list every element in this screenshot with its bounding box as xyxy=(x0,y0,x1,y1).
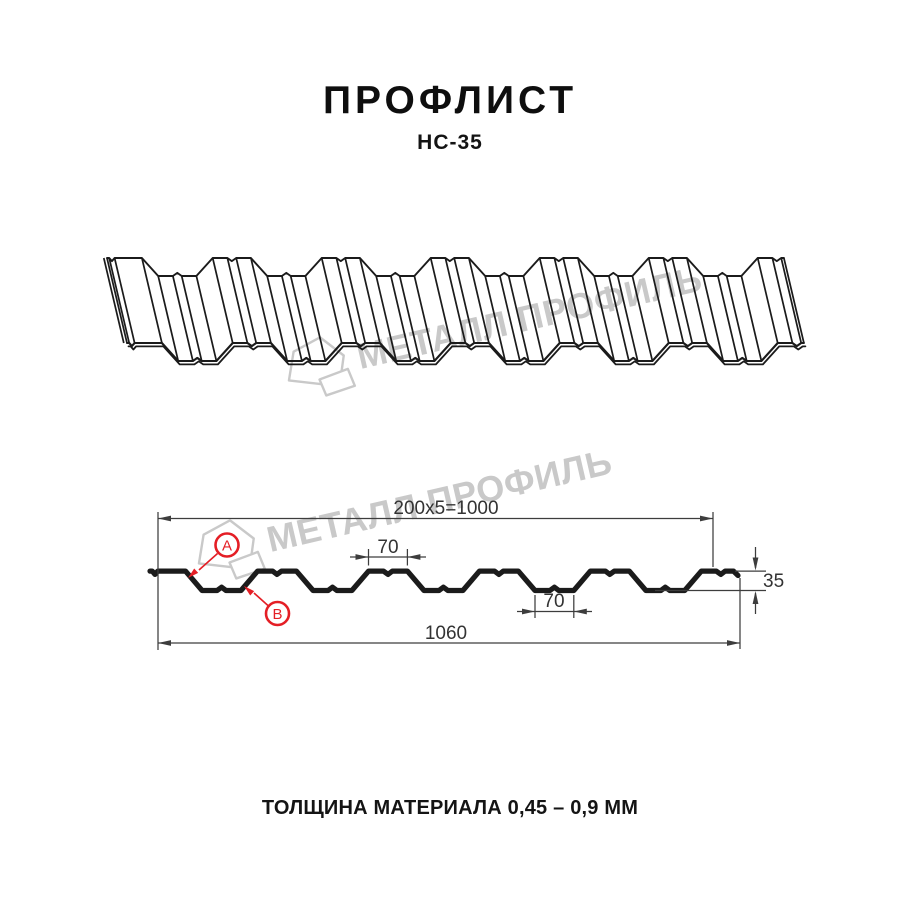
profile-code: НС-35 xyxy=(417,131,483,154)
callout-a-circle xyxy=(214,532,240,558)
dim-valley-width-label: 70 xyxy=(543,591,564,612)
dim-height-label: 35 xyxy=(763,571,784,592)
dim-overall-width-label: 1060 xyxy=(425,623,467,644)
thickness-note: ТОЛЩИНА МАТЕРИАЛА 0,45 – 0,9 ММ xyxy=(262,797,638,819)
arrowhead-icon xyxy=(244,586,255,596)
callout-b-circle xyxy=(264,600,291,627)
metall-profil-logo-fold-icon xyxy=(318,367,357,397)
dim-crest-width-label: 70 xyxy=(377,537,398,558)
dim-pitch-label: 200x5=1000 xyxy=(393,498,498,519)
page-title: ПРОФЛИСТ xyxy=(323,79,577,122)
callout-a-label: А xyxy=(222,538,232,555)
profile-sheet-3d-view xyxy=(102,257,807,366)
callout-b: В xyxy=(244,586,291,627)
dimension-lines xyxy=(157,512,766,650)
callout-b-label: В xyxy=(272,606,282,623)
arrowhead-icon xyxy=(188,568,199,578)
callout-a: А xyxy=(188,532,240,578)
